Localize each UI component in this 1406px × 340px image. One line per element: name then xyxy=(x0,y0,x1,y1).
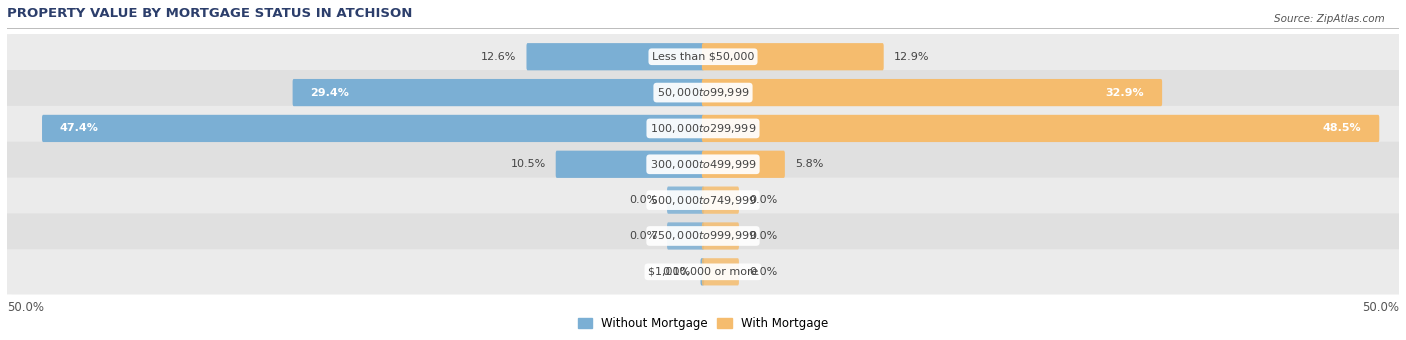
FancyBboxPatch shape xyxy=(8,178,1406,222)
FancyBboxPatch shape xyxy=(4,106,1402,151)
FancyBboxPatch shape xyxy=(666,222,704,250)
Text: 0.1%: 0.1% xyxy=(662,267,690,277)
Text: 29.4%: 29.4% xyxy=(311,88,349,98)
Text: 0.0%: 0.0% xyxy=(749,231,778,241)
FancyBboxPatch shape xyxy=(4,177,1402,223)
FancyBboxPatch shape xyxy=(555,151,704,178)
FancyBboxPatch shape xyxy=(666,187,704,214)
FancyBboxPatch shape xyxy=(292,79,704,106)
FancyBboxPatch shape xyxy=(700,258,704,286)
Text: 32.9%: 32.9% xyxy=(1105,88,1144,98)
FancyBboxPatch shape xyxy=(702,258,740,286)
FancyBboxPatch shape xyxy=(8,70,1406,115)
Text: 0.0%: 0.0% xyxy=(628,231,657,241)
FancyBboxPatch shape xyxy=(702,115,1379,142)
Text: 0.0%: 0.0% xyxy=(749,267,778,277)
Text: 0.0%: 0.0% xyxy=(628,195,657,205)
FancyBboxPatch shape xyxy=(4,249,1402,294)
Text: 50.0%: 50.0% xyxy=(1362,301,1399,313)
Text: 48.5%: 48.5% xyxy=(1323,123,1361,133)
Text: 0.0%: 0.0% xyxy=(749,195,778,205)
FancyBboxPatch shape xyxy=(8,34,1406,79)
Legend: Without Mortgage, With Mortgage: Without Mortgage, With Mortgage xyxy=(574,312,832,335)
Text: 12.6%: 12.6% xyxy=(481,52,516,62)
Text: $1,000,000 or more: $1,000,000 or more xyxy=(648,267,758,277)
Text: $100,000 to $299,999: $100,000 to $299,999 xyxy=(650,122,756,135)
FancyBboxPatch shape xyxy=(702,43,884,70)
Text: $50,000 to $99,999: $50,000 to $99,999 xyxy=(657,86,749,99)
Text: 47.4%: 47.4% xyxy=(60,123,98,133)
FancyBboxPatch shape xyxy=(702,222,740,250)
Text: 12.9%: 12.9% xyxy=(894,52,929,62)
FancyBboxPatch shape xyxy=(702,187,740,214)
Text: Source: ZipAtlas.com: Source: ZipAtlas.com xyxy=(1274,14,1385,23)
FancyBboxPatch shape xyxy=(526,43,704,70)
Text: $300,000 to $499,999: $300,000 to $499,999 xyxy=(650,158,756,171)
FancyBboxPatch shape xyxy=(8,106,1406,151)
Text: 50.0%: 50.0% xyxy=(7,301,44,313)
FancyBboxPatch shape xyxy=(4,214,1402,258)
FancyBboxPatch shape xyxy=(8,214,1406,258)
Text: 10.5%: 10.5% xyxy=(510,159,546,169)
FancyBboxPatch shape xyxy=(42,115,704,142)
FancyBboxPatch shape xyxy=(4,142,1402,187)
Text: PROPERTY VALUE BY MORTGAGE STATUS IN ATCHISON: PROPERTY VALUE BY MORTGAGE STATUS IN ATC… xyxy=(7,7,412,20)
FancyBboxPatch shape xyxy=(8,142,1406,187)
FancyBboxPatch shape xyxy=(4,34,1402,79)
Text: 5.8%: 5.8% xyxy=(794,159,824,169)
Text: $500,000 to $749,999: $500,000 to $749,999 xyxy=(650,194,756,207)
Text: $750,000 to $999,999: $750,000 to $999,999 xyxy=(650,230,756,242)
FancyBboxPatch shape xyxy=(702,79,1163,106)
FancyBboxPatch shape xyxy=(702,151,785,178)
Text: Less than $50,000: Less than $50,000 xyxy=(652,52,754,62)
FancyBboxPatch shape xyxy=(4,70,1402,115)
FancyBboxPatch shape xyxy=(8,250,1406,294)
